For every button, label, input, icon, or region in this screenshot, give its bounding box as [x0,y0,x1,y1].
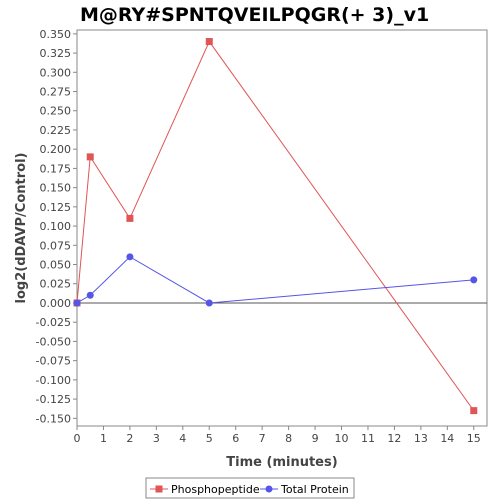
data-point-total-protein [86,291,94,299]
x-axis: 0 1 2 3 4 5 6 7 8 9 10 11 12 13 14 15 [74,426,481,445]
y-tick-label: 0.125 [40,201,72,214]
y-tick-label: 0.050 [40,259,72,272]
data-point-total-protein [73,299,81,307]
x-axis-label: Time (minutes) [226,455,337,470]
x-tick-label: 2 [126,432,133,445]
y-tick-label: 0.225 [40,124,72,137]
x-tick-label: 11 [361,432,375,445]
x-tick-label: 0 [74,432,81,445]
plot-area [76,29,488,427]
y-tick-label: 0.275 [40,86,72,99]
data-point-phosphopeptide [205,38,213,46]
data-point-total-protein [205,299,213,307]
x-tick-label: 10 [335,432,349,445]
y-tick-label: 0.075 [40,239,72,252]
y-tick-label: -0.100 [36,374,71,387]
x-tick-label: 3 [153,432,160,445]
y-tick-label: -0.050 [36,335,71,348]
y-tick-label: 0.175 [40,162,72,175]
data-point-total-protein [470,276,478,284]
x-tick-label: 15 [467,432,481,445]
y-axis: -0.150 -0.125 -0.100 -0.075 -0.050 -0.025 0.00… [36,28,77,425]
x-tick-label: 14 [440,432,454,445]
x-tick-label: 9 [312,432,319,445]
chart-title: M@RY#SPNTQVEILPQGR(+ 3)_v1 [80,4,429,26]
y-tick-label: 0.025 [40,278,72,291]
data-point-phosphopeptide [126,214,134,222]
legend-box [145,477,355,499]
data-point-phosphopeptide [86,153,94,161]
y-tick-label: 0.150 [40,182,72,195]
y-tick-label: 0.000 [40,297,72,310]
y-tick-label: 0.300 [40,66,72,79]
y-tick-label: -0.125 [36,393,71,406]
x-tick-label: 13 [414,432,428,445]
x-tick-label: 6 [232,432,239,445]
legend-marker-phosphopeptide [155,485,163,493]
x-tick-label: 7 [259,432,266,445]
series-layer [73,38,478,415]
x-tick-label: 8 [285,432,292,445]
legend-marker-total-protein [265,485,273,493]
data-point-total-protein [126,253,134,261]
y-axis-label: log2(dDAVP/Control) [14,153,29,304]
x-tick-label: 1 [100,432,107,445]
y-tick-label: 0.200 [40,143,72,156]
y-tick-label: 0.325 [40,47,72,60]
x-tick-label: 5 [206,432,213,445]
x-tick-label: 12 [387,432,401,445]
y-tick-label: 0.100 [40,220,72,233]
y-tick-label: -0.150 [36,412,71,425]
legend-label-phosphopeptide: Phosphopeptide [171,483,260,496]
y-tick-label: 0.250 [40,105,72,118]
legend-label-total-protein: Total Protein [280,483,349,496]
legend: Phosphopeptide Total Protein [145,477,355,499]
y-tick-label: -0.025 [36,316,71,329]
data-point-phosphopeptide [470,407,478,415]
x-tick-label: 4 [179,432,186,445]
y-tick-label: 0.350 [40,28,72,41]
y-tick-label: -0.075 [36,355,71,368]
